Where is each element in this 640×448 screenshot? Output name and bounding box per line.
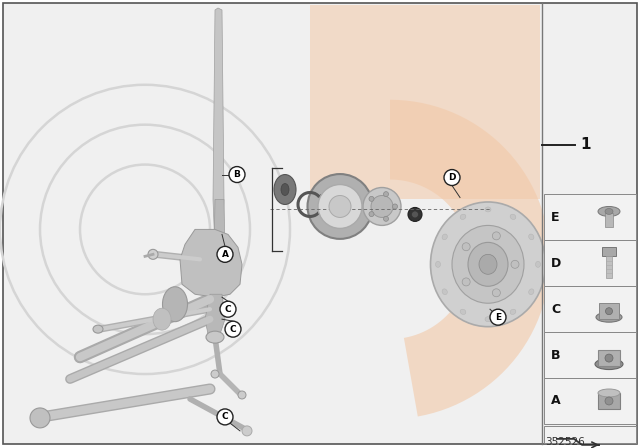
Polygon shape <box>205 294 225 334</box>
Bar <box>544 426 636 443</box>
Circle shape <box>492 232 500 240</box>
Ellipse shape <box>442 234 447 240</box>
Ellipse shape <box>363 188 401 225</box>
Ellipse shape <box>435 261 440 267</box>
Circle shape <box>225 321 241 337</box>
Ellipse shape <box>460 214 466 220</box>
Circle shape <box>383 192 388 197</box>
Circle shape <box>242 426 252 436</box>
Ellipse shape <box>485 317 491 322</box>
Ellipse shape <box>431 202 545 327</box>
Bar <box>544 286 636 332</box>
Ellipse shape <box>412 211 419 218</box>
Circle shape <box>148 250 158 259</box>
Ellipse shape <box>595 358 623 370</box>
Ellipse shape <box>206 331 224 343</box>
Ellipse shape <box>93 325 103 333</box>
Bar <box>544 332 636 378</box>
Ellipse shape <box>281 184 289 195</box>
Ellipse shape <box>442 289 447 295</box>
Ellipse shape <box>598 207 620 216</box>
Bar <box>602 247 616 256</box>
Bar <box>544 194 636 241</box>
Bar <box>599 303 619 319</box>
Circle shape <box>369 211 374 216</box>
Ellipse shape <box>371 195 393 217</box>
Ellipse shape <box>605 308 612 314</box>
Polygon shape <box>310 5 540 199</box>
Circle shape <box>490 309 506 325</box>
Text: D: D <box>551 257 561 270</box>
Text: E: E <box>551 211 559 224</box>
Ellipse shape <box>452 225 524 303</box>
Ellipse shape <box>329 195 351 217</box>
Text: A: A <box>221 250 228 259</box>
Bar <box>598 393 620 409</box>
Ellipse shape <box>596 312 622 322</box>
Ellipse shape <box>510 214 516 220</box>
Ellipse shape <box>468 242 508 286</box>
Ellipse shape <box>485 207 491 212</box>
Ellipse shape <box>605 354 613 362</box>
Polygon shape <box>213 8 224 250</box>
Ellipse shape <box>605 397 613 405</box>
Bar <box>598 350 620 366</box>
Ellipse shape <box>307 174 372 239</box>
Ellipse shape <box>479 254 497 274</box>
Circle shape <box>444 169 460 185</box>
Circle shape <box>229 167 245 182</box>
Ellipse shape <box>605 208 613 215</box>
Ellipse shape <box>274 175 296 204</box>
Text: C: C <box>230 325 236 334</box>
Text: A: A <box>551 395 561 408</box>
Text: C: C <box>221 413 228 422</box>
Circle shape <box>217 246 233 263</box>
Polygon shape <box>180 229 242 297</box>
Ellipse shape <box>408 207 422 221</box>
Ellipse shape <box>529 289 534 295</box>
Ellipse shape <box>598 389 620 397</box>
Circle shape <box>369 196 374 201</box>
Ellipse shape <box>318 185 362 228</box>
Polygon shape <box>214 199 225 274</box>
Text: B: B <box>551 349 561 362</box>
Circle shape <box>492 289 500 297</box>
Circle shape <box>383 216 388 221</box>
Text: C: C <box>551 303 560 316</box>
Ellipse shape <box>510 309 516 314</box>
Ellipse shape <box>163 287 188 322</box>
Ellipse shape <box>536 261 541 267</box>
Text: 1: 1 <box>580 137 591 152</box>
Ellipse shape <box>460 309 466 314</box>
Circle shape <box>217 409 233 425</box>
Ellipse shape <box>153 308 171 330</box>
Bar <box>606 256 612 278</box>
Bar <box>544 241 636 286</box>
Polygon shape <box>390 100 550 417</box>
Text: 352526: 352526 <box>545 437 585 447</box>
Bar <box>605 213 613 228</box>
Text: B: B <box>234 170 241 179</box>
Text: E: E <box>495 313 501 322</box>
Circle shape <box>238 391 246 399</box>
Circle shape <box>30 408 50 428</box>
Circle shape <box>211 370 219 378</box>
Text: C: C <box>225 305 231 314</box>
Circle shape <box>392 204 397 209</box>
Circle shape <box>462 243 470 251</box>
Bar <box>544 378 636 424</box>
Circle shape <box>462 278 470 286</box>
Text: D: D <box>448 173 456 182</box>
Circle shape <box>511 260 519 268</box>
Circle shape <box>220 301 236 317</box>
Ellipse shape <box>529 234 534 240</box>
